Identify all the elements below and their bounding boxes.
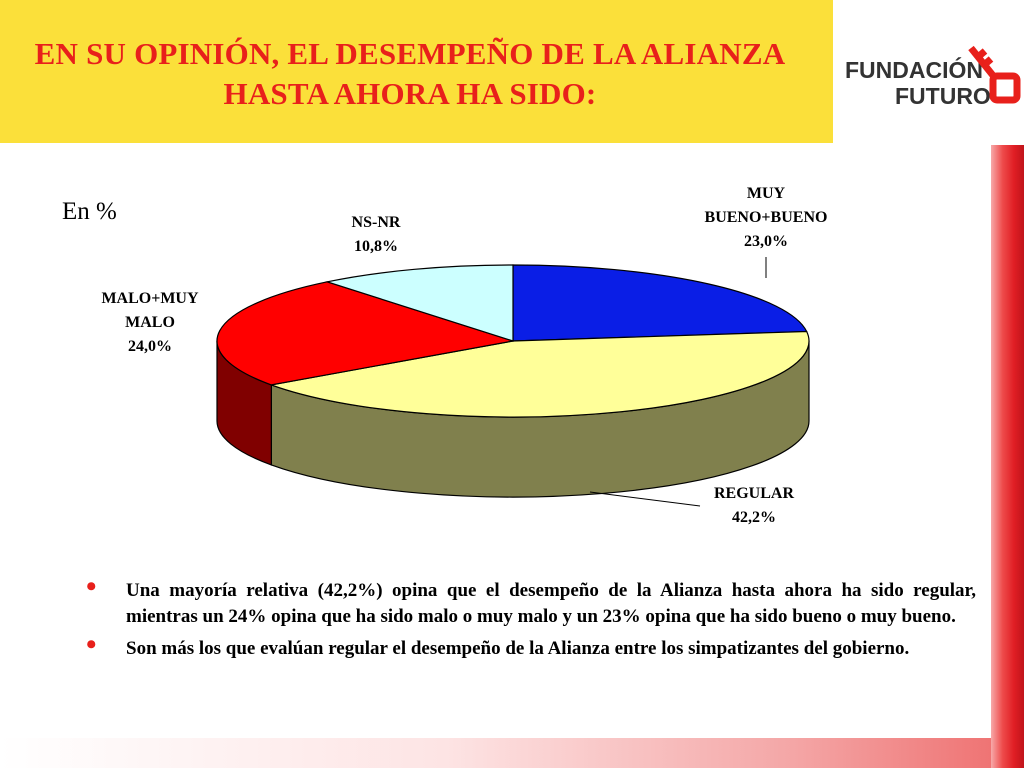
bullet-dot-icon: •	[86, 628, 97, 661]
bullet-dot-icon: •	[86, 570, 97, 603]
bullet-text: Una mayoría relativa (42,2%) opina que e…	[126, 580, 976, 627]
bullet-item: • Una mayoría relativa (42,2%) opina que…	[86, 572, 976, 630]
title-band: EN SU OPINIÓN, EL DESEMPEÑO DE LA ALIANZ…	[0, 0, 833, 143]
decorative-bottom-band	[0, 738, 991, 768]
pie-chart: MUY BUENO+BUENO 23,0% REGULAR 42,2% MALO+MUY M…	[101, 185, 828, 526]
logo: FUNDACIÓN FUTURO	[845, 45, 1021, 109]
bullet-item: • Son más los que evalúan regular el des…	[86, 630, 976, 662]
leader-line-regular	[589, 491, 701, 507]
unit-label: En %	[62, 198, 117, 225]
key-icon	[968, 45, 1021, 104]
logo-line-2: FUTURO	[895, 83, 991, 109]
pie-slice-muy-bueno-bueno	[512, 264, 808, 342]
decorative-right-band	[991, 145, 1024, 768]
slice-label-malo-muy-malo: MALO+MUY MALO 24,0%	[101, 290, 199, 355]
bullet-text: Son más los que evalúan regular el desem…	[126, 638, 910, 659]
slice-label-muy-bueno-bueno: MUY BUENO+BUENO 23,0%	[705, 185, 828, 250]
slice-label-ns-nr: NS-NR 10,8%	[352, 214, 401, 255]
logo-line-1: FUNDACIÓN	[845, 56, 983, 83]
slide-title: EN SU OPINIÓN, EL DESEMPEÑO DE LA ALIANZ…	[34, 36, 786, 111]
pie-slice-malo-muy-malo	[216, 281, 514, 386]
pie-slice-ns-nr	[324, 264, 514, 342]
bullet-list: • Una mayoría relativa (42,2%) opina que…	[86, 572, 976, 668]
pie-slice-regular	[269, 330, 810, 418]
slice-label-regular: REGULAR 42,2%	[714, 485, 794, 526]
